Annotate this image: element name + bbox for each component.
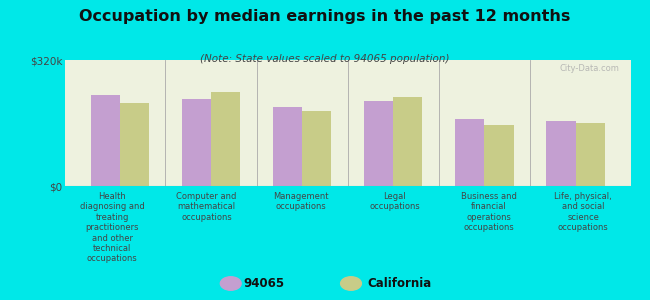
Text: Occupation by median earnings in the past 12 months: Occupation by median earnings in the pas… [79,9,571,24]
Bar [576,123,604,186]
Text: Computer and
mathematical
occupations: Computer and mathematical occupations [176,192,237,222]
Bar [211,92,240,186]
Text: (Note: State values scaled to 94065 population): (Note: State values scaled to 94065 popu… [200,54,450,64]
Bar [273,107,302,186]
Text: Health
diagnosing and
treating
practitioners
and other
technical
occupations: Health diagnosing and treating practitio… [80,192,144,263]
Text: Business and
financial
operations
occupations: Business and financial operations occupa… [462,192,517,232]
Text: California: California [367,277,432,290]
Bar [547,121,576,186]
Text: Management
occupations: Management occupations [273,192,328,212]
Text: Legal
occupations: Legal occupations [369,192,421,212]
Bar [393,98,422,186]
Bar [364,101,393,186]
Bar [302,111,332,186]
Bar [182,99,211,186]
Bar [484,125,514,186]
Bar [455,119,484,186]
Text: City-Data.com: City-Data.com [559,64,619,73]
Text: Life, physical,
and social
science
occupations: Life, physical, and social science occup… [554,192,612,232]
Bar [91,95,120,186]
Bar [120,103,149,186]
Text: 94065: 94065 [244,277,285,290]
